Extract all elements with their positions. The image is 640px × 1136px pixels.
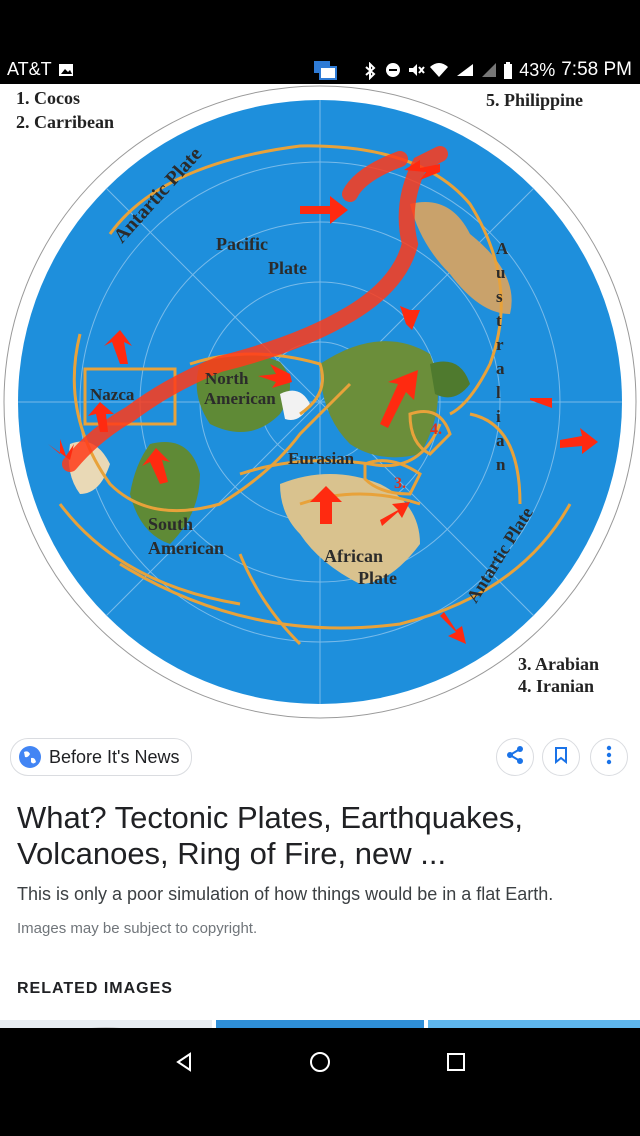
related-thumb-1[interactable] (0, 1020, 212, 1028)
bookmark-icon (553, 746, 569, 769)
result-title[interactable]: What? Tectonic Plates, Earthquakes, Volc… (17, 800, 524, 871)
save-button[interactable] (542, 738, 580, 776)
navigation-bar (0, 1028, 640, 1136)
status-bar: AT&T 43% 7:58 PM (0, 56, 640, 84)
legend-philippine: 5. Philippine (486, 90, 584, 110)
more-options-button[interactable] (590, 738, 628, 776)
content-area: Antartic Plate Pacific Plate Nazca North… (0, 84, 640, 1028)
home-button[interactable] (298, 1042, 342, 1086)
mute-icon (407, 62, 425, 78)
copyright-notice: Images may be subject to copyright. (17, 920, 258, 937)
do-not-disturb-icon (385, 62, 401, 78)
recents-icon (446, 1052, 466, 1077)
related-thumb-2[interactable] (216, 1020, 424, 1028)
label-african-1: African (324, 546, 383, 566)
result-description: This is only a poor simulation of how th… (17, 884, 554, 904)
battery-percent: 43% (519, 59, 556, 80)
back-button[interactable] (162, 1042, 206, 1086)
label-pacific-2: Plate (268, 258, 307, 278)
globe-icon (19, 746, 41, 768)
cell-signal-icon (481, 62, 497, 78)
top-black-area (0, 0, 640, 56)
related-thumb-3[interactable] (428, 1020, 640, 1028)
source-chip[interactable]: Before It's News (10, 738, 193, 776)
image-notification-icon (58, 62, 74, 78)
bluetooth-icon (363, 61, 379, 81)
related-images-heading: RELATED IMAGES (17, 980, 173, 997)
back-icon (174, 1051, 194, 1077)
tectonic-map-image[interactable]: Antartic Plate Pacific Plate Nazca North… (0, 84, 640, 720)
label-nazca: Nazca (90, 385, 135, 404)
australian-letter: s (496, 287, 503, 306)
australian-letter: n (496, 455, 506, 474)
legend-carribean: 2. Carribean (16, 112, 114, 132)
label-eurasian: Eurasian (288, 449, 355, 468)
battery-icon (503, 62, 513, 79)
australian-letter: r (496, 335, 504, 354)
australian-letter: t (496, 311, 502, 330)
land-masses (68, 202, 512, 584)
australian-letter: l (496, 383, 501, 402)
legend-arabian: 3. Arabian (518, 654, 600, 674)
home-icon (309, 1051, 331, 1078)
legend-cocos: 1. Cocos (16, 88, 80, 108)
more-vert-icon (606, 745, 612, 770)
label-pacific-1: Pacific (216, 234, 268, 254)
share-icon (505, 745, 525, 770)
plate-boundaries (58, 144, 572, 646)
australian-letter: a (496, 431, 505, 450)
cast-icon (313, 60, 338, 80)
australian-letter: i (496, 407, 501, 426)
wifi-icon (429, 62, 449, 78)
clock: 7:58 PM (561, 59, 632, 80)
carrier-label: AT&T (7, 59, 52, 79)
legend-iranian: 4. Iranian (518, 676, 595, 696)
lte-signal-icon (455, 62, 475, 78)
flat-earth-map: Antartic Plate Pacific Plate Nazca North… (3, 85, 637, 719)
ring-of-fire (62, 146, 448, 472)
recents-button[interactable] (434, 1042, 478, 1086)
label-north-2: American (204, 389, 276, 408)
label-african-2: Plate (358, 568, 397, 588)
label-num-4: 4. (430, 421, 442, 438)
label-north-1: North (205, 369, 249, 388)
related-thumbnails (0, 1020, 640, 1028)
label-num-3: 3. (394, 475, 406, 492)
label-south-1: South (148, 514, 193, 534)
motion-arrows (48, 160, 598, 644)
australian-letter: a (496, 359, 505, 378)
label-south-2: American (148, 538, 224, 558)
australian-letter: A (496, 239, 509, 258)
source-name: Before It's News (49, 746, 180, 767)
australian-letter: u (496, 263, 505, 282)
source-row: Before It's News (10, 738, 630, 778)
share-button[interactable] (496, 738, 534, 776)
